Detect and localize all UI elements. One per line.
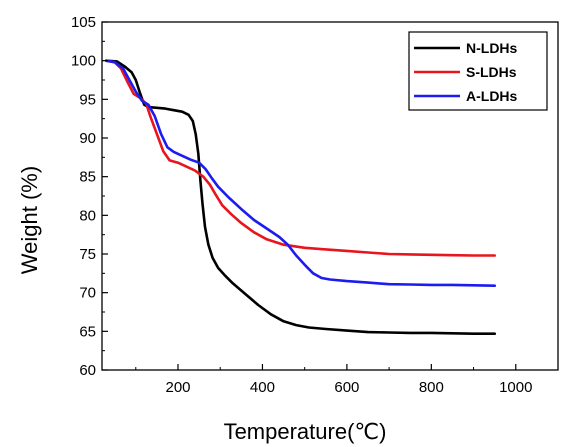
plot-lines xyxy=(104,59,496,335)
y-tick-label: 100 xyxy=(71,53,96,70)
y-tick-label: 70 xyxy=(79,285,96,302)
y-tick-label: 85 xyxy=(79,169,96,186)
y-tick-label: 60 xyxy=(79,362,96,379)
y-tick-label: 95 xyxy=(79,91,96,108)
y-tick-label: 65 xyxy=(79,323,96,340)
x-axis-title: Temperature(℃) xyxy=(224,419,387,444)
legend-label-n-ldhs: N-LDHs xyxy=(466,40,518,56)
series-line-a-ldhs xyxy=(104,59,496,287)
y-tick-label: 90 xyxy=(79,130,96,147)
legend-label-s-ldhs: S-LDHs xyxy=(466,64,517,80)
y-tick-label: 80 xyxy=(79,207,96,224)
y-tick-label: 75 xyxy=(79,246,96,263)
legend-label-a-ldhs: A-LDHs xyxy=(466,88,518,104)
legend: N-LDHs S-LDHs A-LDHs xyxy=(408,31,548,111)
y-tick-label: 105 xyxy=(71,14,96,31)
x-tick-label: 1000 xyxy=(499,379,532,396)
x-tick-label: 800 xyxy=(419,379,444,396)
axis-ticks: 60 65 70 75 80 85 90 95 100 105 200 400 600 800 1000 xyxy=(71,14,532,396)
x-tick-label: 200 xyxy=(165,379,190,396)
x-tick-label: 400 xyxy=(250,379,275,396)
x-tick-label: 600 xyxy=(334,379,359,396)
y-axis-title: Weight (%) xyxy=(17,166,42,274)
